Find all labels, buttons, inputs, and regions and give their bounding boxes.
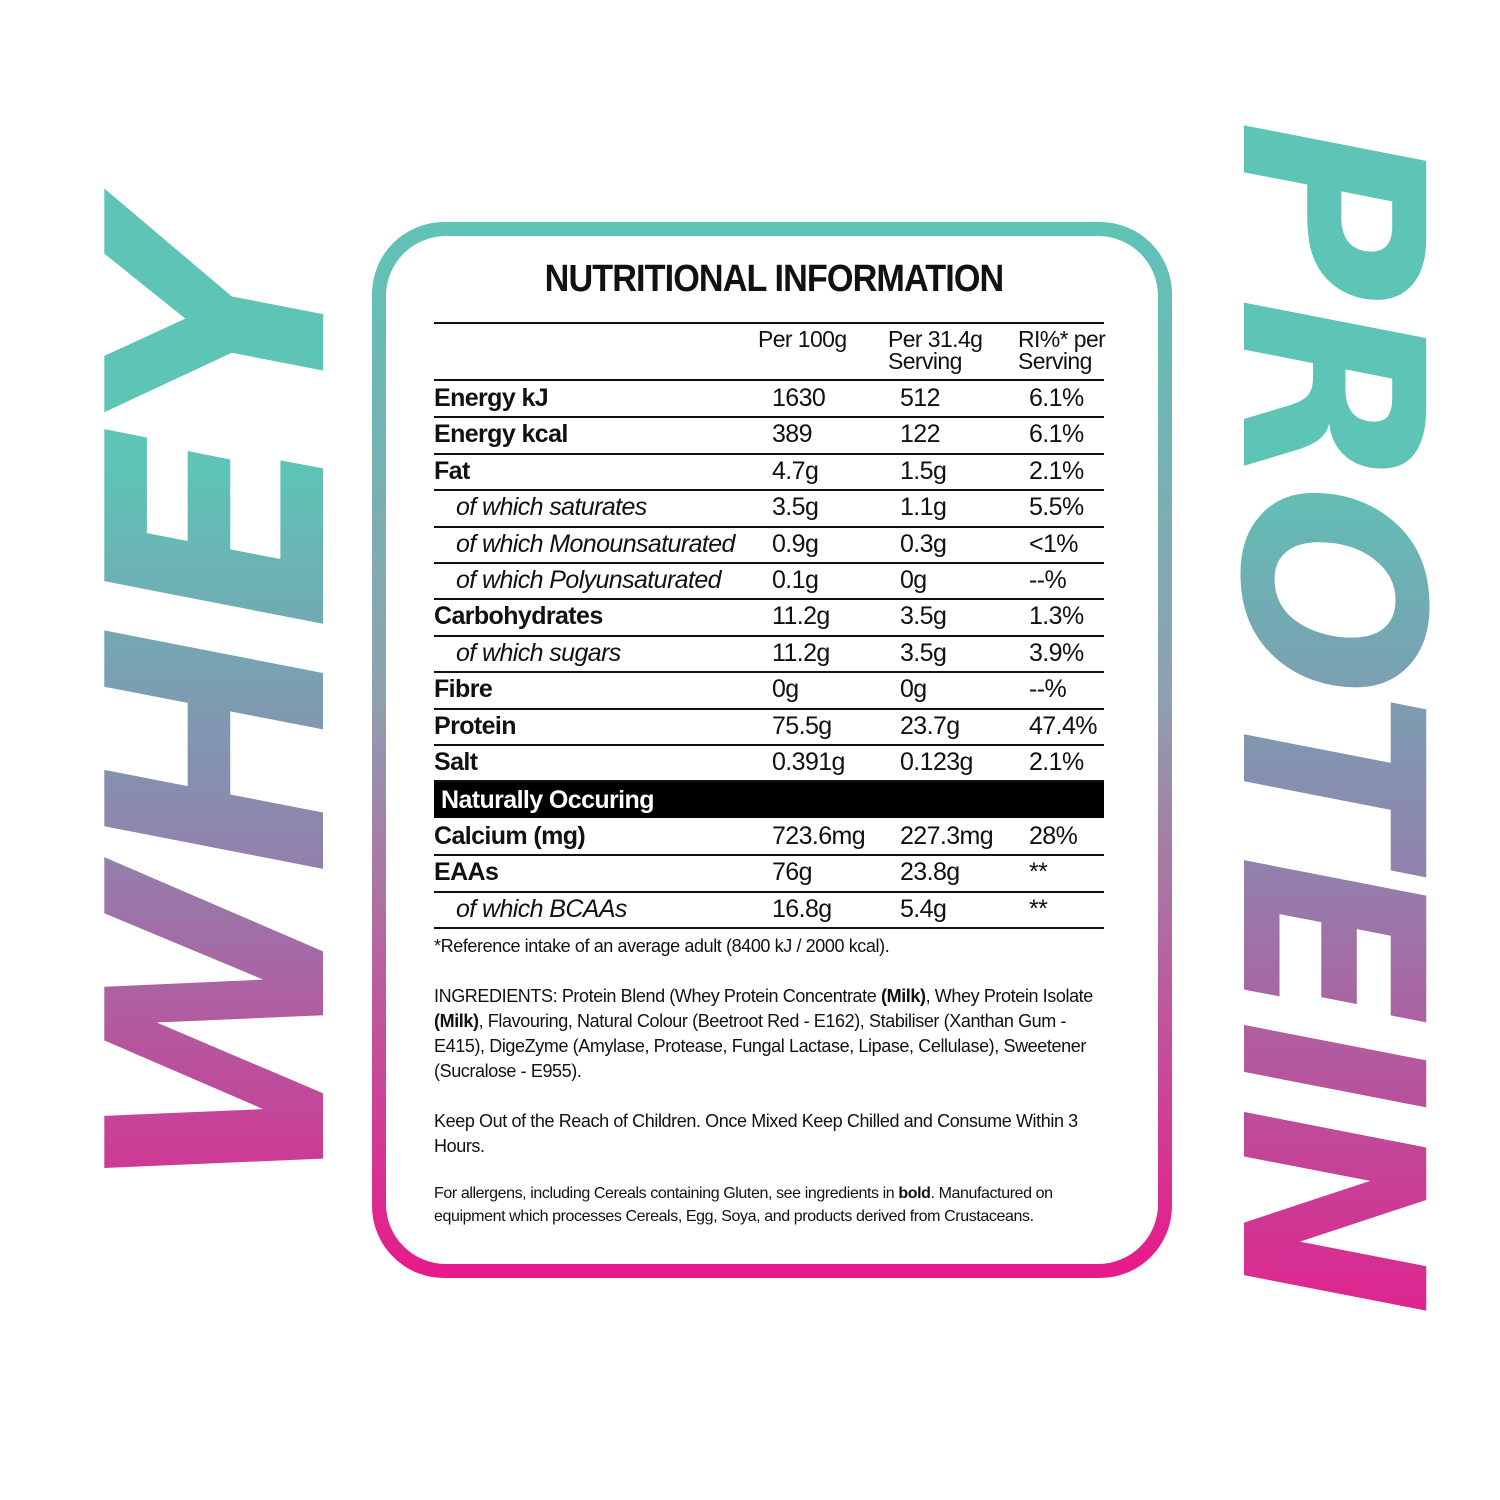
row-divider xyxy=(434,890,1104,893)
row-label: of which Polyunsaturated xyxy=(456,566,722,594)
row-per-100g: 389 xyxy=(772,420,813,449)
row-label: of which saturates xyxy=(456,493,647,522)
row-divider xyxy=(434,854,1104,857)
row-ri: 2.1% xyxy=(1029,456,1084,485)
row-label: Carbohydrates xyxy=(434,602,603,631)
row-ri: ** xyxy=(1029,858,1048,887)
row-label: of which Monounsaturated xyxy=(456,529,735,558)
row-per-100g: 0.1g xyxy=(772,566,819,594)
ingredients-part: , Flavouring, Natural Colour (Beetroot R… xyxy=(434,1011,1086,1081)
row-per-serving: 0.123g xyxy=(900,748,973,776)
row-label: EAAs xyxy=(434,858,499,887)
row-per-serving: 512 xyxy=(900,384,941,412)
row-per-serving: 0g xyxy=(900,566,927,594)
row-ri: 6.1% xyxy=(1029,384,1084,412)
row-per-100g: 0.391g xyxy=(772,748,845,776)
allergen-notice-part: For allergens, including Cereals contain… xyxy=(434,1185,899,1202)
row-per-100g: 3.5g xyxy=(772,493,819,522)
row-per-100g: 75.5g xyxy=(772,711,832,740)
row-per-serving: 0g xyxy=(900,675,927,704)
header-ri-line1: RI%* per xyxy=(1018,326,1106,352)
header-per-serving-line2: Serving xyxy=(888,348,962,374)
divider xyxy=(434,379,1104,381)
header-ri: RI%* per Serving xyxy=(1018,326,1106,374)
whey-brand-lettering: WHEY xyxy=(45,110,394,1310)
row-divider xyxy=(434,744,1104,746)
row-divider xyxy=(434,525,1104,528)
header-ri-line2: Serving xyxy=(1018,348,1092,374)
row-ri: 47.4% xyxy=(1029,711,1097,740)
row-per-100g: 16.8g xyxy=(772,894,832,923)
row-divider xyxy=(434,671,1104,674)
header-per-serving: Per 31.4g Serving xyxy=(888,326,983,374)
row-label: Salt xyxy=(434,748,478,776)
row-label: Fibre xyxy=(434,675,493,704)
row-divider xyxy=(434,707,1104,710)
header-per-100g: Per 100g xyxy=(758,326,847,352)
row-label: Fat xyxy=(434,456,470,485)
row-label: Energy kJ xyxy=(434,384,549,412)
allergen-milk: (Milk) xyxy=(434,1011,479,1031)
row-ri: 2.1% xyxy=(1029,748,1084,776)
ingredients-text: INGREDIENTS: Protein Blend (Whey Protein… xyxy=(434,984,1114,1084)
row-per-serving: 23.7g xyxy=(900,711,960,740)
row-per-serving: 3.5g xyxy=(900,638,947,667)
ingredients-part: INGREDIENTS: Protein Blend (Whey Protein… xyxy=(434,986,881,1006)
row-ri: 28% xyxy=(1029,822,1078,850)
divider xyxy=(434,322,1104,324)
row-divider xyxy=(434,489,1104,492)
row-per-100g: 0.9g xyxy=(772,529,819,558)
ingredients-part: , Whey Protein Isolate xyxy=(925,986,1094,1006)
row-divider xyxy=(434,452,1104,455)
row-per-100g: 723.6mg xyxy=(772,822,866,850)
row-per-100g: 11.2g xyxy=(772,602,830,631)
row-per-serving: 1.5g xyxy=(900,456,947,485)
row-ri: --% xyxy=(1029,675,1067,704)
row-per-serving: 227.3mg xyxy=(900,822,994,850)
allergen-milk: (Milk) xyxy=(881,986,926,1006)
row-label: Protein xyxy=(434,711,517,740)
row-ri: <1% xyxy=(1029,529,1079,558)
row-per-serving: 23.8g xyxy=(900,858,960,887)
row-label: Calcium (mg) xyxy=(434,822,586,850)
row-divider xyxy=(434,416,1104,419)
label-card xyxy=(386,236,1158,1264)
row-divider xyxy=(434,927,1104,930)
allergen-notice-part: . Manufactured on equipment which proces… xyxy=(434,1185,1053,1225)
row-divider xyxy=(434,634,1104,637)
row-per-serving: 1.1g xyxy=(900,493,947,522)
row-per-100g: 1630 xyxy=(772,384,826,412)
page-title: NUTRITIONAL INFORMATION xyxy=(544,258,1005,300)
row-divider xyxy=(434,562,1104,564)
row-divider xyxy=(434,598,1104,601)
row-label: Energy kcal xyxy=(434,420,568,449)
row-per-100g: 11.2g xyxy=(772,638,830,667)
row-ri: 5.5% xyxy=(1029,493,1084,522)
protein-brand-lettering: PROTEIN xyxy=(1185,65,1476,1365)
row-per-100g: 4.7g xyxy=(772,456,819,485)
row-per-serving: 3.5g xyxy=(900,602,947,631)
naturally-occurring-band: Naturally Occuring xyxy=(434,782,1104,818)
storage-warning: Keep Out of the Reach of Children. Once … xyxy=(434,1111,1078,1156)
row-per-serving: 0.3g xyxy=(900,529,947,558)
reference-footnote: *Reference intake of an average adult (8… xyxy=(434,936,890,956)
row-per-100g: 76g xyxy=(772,858,813,887)
row-ri: 3.9% xyxy=(1029,638,1084,667)
row-ri: 6.1% xyxy=(1029,420,1084,449)
row-per-serving: 5.4g xyxy=(900,894,947,923)
header-per-serving-line1: Per 31.4g xyxy=(888,326,983,352)
row-ri: --% xyxy=(1029,566,1067,594)
allergen-notice-bold: bold xyxy=(898,1185,931,1202)
row-label: of which BCAAs xyxy=(456,894,627,923)
row-divider xyxy=(434,780,1104,783)
row-ri: ** xyxy=(1029,894,1048,923)
row-per-100g: 0g xyxy=(772,675,799,704)
row-ri: 1.3% xyxy=(1029,602,1084,631)
row-label: of which sugars xyxy=(456,638,621,667)
row-per-serving: 122 xyxy=(900,420,941,449)
allergen-notice: For allergens, including Cereals contain… xyxy=(434,1182,1114,1228)
